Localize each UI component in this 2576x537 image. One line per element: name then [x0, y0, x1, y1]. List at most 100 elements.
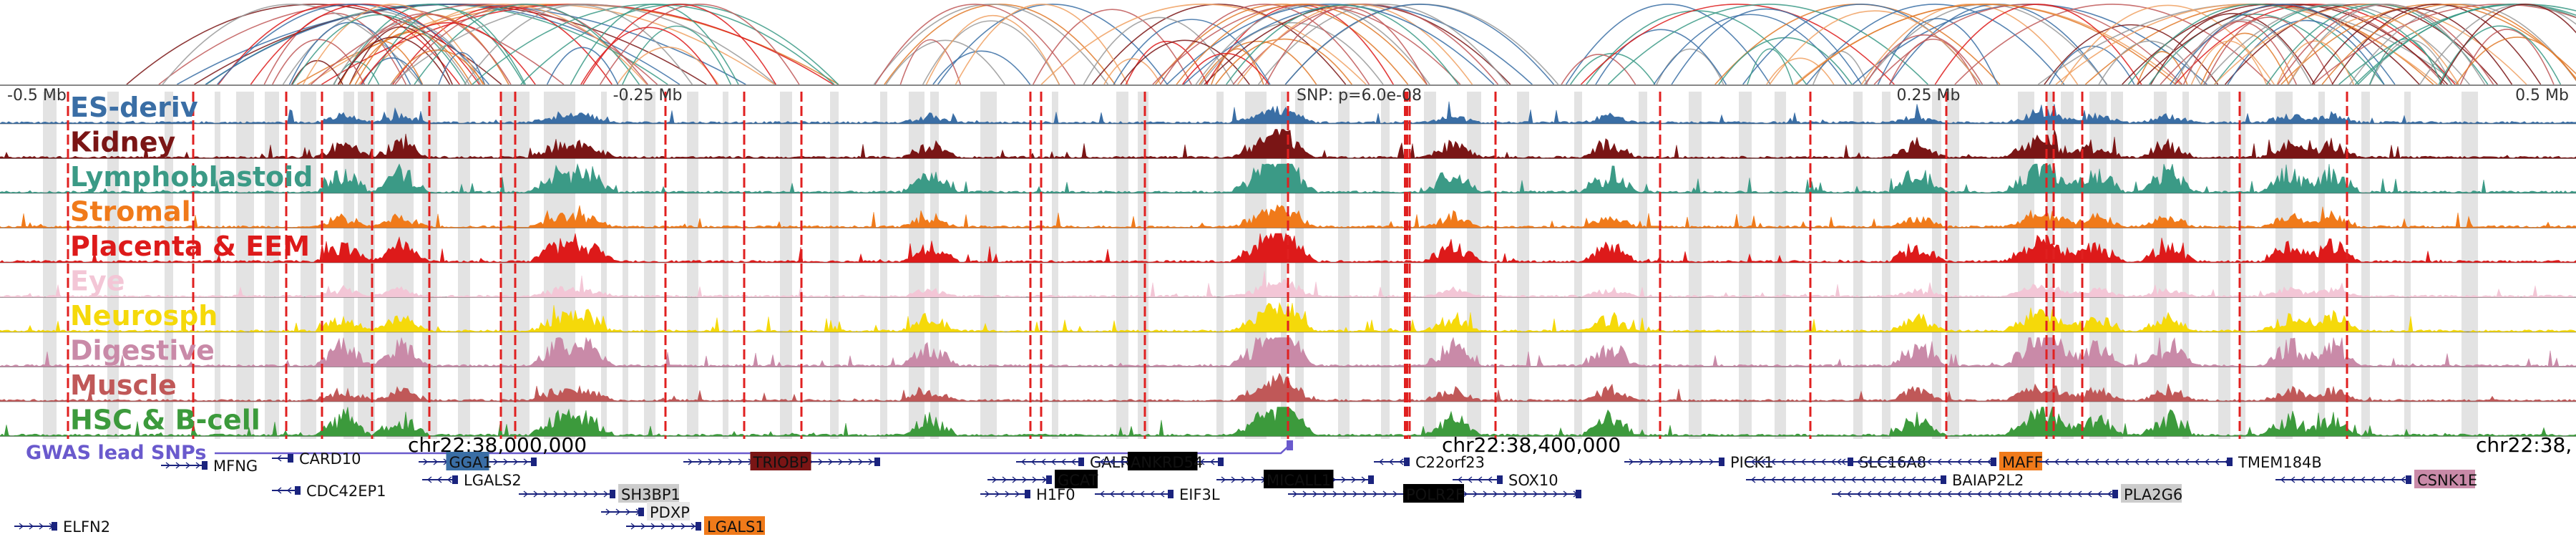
interaction-arc	[1033, 9, 1192, 85]
interaction-arc	[1083, 16, 1234, 85]
exon	[874, 458, 880, 466]
strand-arrow	[688, 458, 693, 465]
track-label: Neurosph	[70, 300, 218, 332]
strand-arrow	[185, 462, 191, 469]
gene-label: ELFN2	[63, 518, 110, 536]
strand-arrow	[1388, 458, 1394, 465]
gene-mfng: MFNG	[161, 458, 258, 475]
highlight-band	[2361, 92, 2370, 439]
strand-arrow	[2057, 490, 2062, 498]
interaction-arc	[1040, 4, 1367, 85]
strand-arrow	[603, 490, 609, 498]
highlight-band	[1052, 92, 1058, 439]
strand-arrow	[1109, 458, 1115, 465]
gene-tmem184b: TMEM184B	[2039, 454, 2322, 471]
strand-arrow	[2164, 458, 2170, 465]
strand-arrow	[2016, 490, 2022, 498]
strand-arrow	[2380, 476, 2386, 483]
track-label: Muscle	[70, 369, 177, 401]
strand-arrow	[1139, 490, 1145, 498]
strand-arrow	[563, 490, 569, 498]
gene-label: C22orf23	[1415, 454, 1485, 471]
strand-arrow	[1936, 458, 1942, 465]
strand-arrow	[1846, 490, 1852, 498]
interaction-arc	[1155, 4, 1409, 85]
gene-baiap2l2: BAIAP2L2	[1746, 472, 2024, 489]
strand-arrow	[436, 476, 442, 483]
interaction-arc	[1215, 38, 1352, 85]
gene-pdxp: PDXP	[601, 502, 690, 521]
strand-arrow	[2280, 476, 2285, 483]
strand-arrow	[1322, 490, 1328, 498]
strand-arrow	[2360, 476, 2366, 483]
interaction-arc	[1586, 10, 1807, 85]
highlight-band	[780, 92, 792, 439]
gene-label: H1F0	[1036, 486, 1075, 503]
strand-arrow	[2134, 458, 2140, 465]
interaction-arc	[348, 32, 472, 85]
strand-arrow	[1800, 458, 1806, 465]
highlight-band	[1775, 92, 1786, 439]
gene-label: SOX10	[1508, 472, 1558, 489]
snp-marker-lines	[67, 92, 2348, 439]
strand-arrow	[1880, 476, 1886, 483]
interaction-arc	[2127, 4, 2385, 85]
strand-arrow	[39, 523, 44, 530]
strand-arrow	[1342, 490, 1348, 498]
interaction-arc	[1176, 4, 1428, 85]
interaction-arc	[2214, 4, 2453, 85]
strand-arrow	[583, 490, 589, 498]
highlight-band	[1281, 92, 1287, 439]
interaction-arc	[302, 4, 484, 85]
strand-arrow	[2074, 458, 2079, 465]
strand-arrow	[1886, 490, 1892, 498]
strand-arrow	[2124, 458, 2129, 465]
strand-arrow	[1032, 476, 1038, 483]
interaction-arc	[1257, 4, 1508, 85]
highlight-band	[1739, 92, 1752, 439]
track-label: Eye	[70, 266, 125, 297]
strand-arrow	[2046, 490, 2052, 498]
strand-arrow	[1896, 458, 1902, 465]
strand-arrow	[615, 508, 621, 516]
strand-arrow	[1119, 490, 1125, 498]
chromosome-position-label: chr22:38,400,000	[1442, 433, 1621, 457]
interaction-arc	[2174, 19, 2312, 85]
interaction-arc	[272, 39, 366, 85]
exon	[1078, 458, 1084, 466]
strand-arrow	[523, 458, 529, 465]
strand-arrow	[2204, 458, 2210, 465]
highlight-band	[830, 92, 839, 439]
interaction-arc	[2331, 4, 2542, 85]
interaction-arc	[2148, 14, 2359, 85]
interaction-arc	[899, 39, 962, 85]
gene-highlight	[2414, 470, 2475, 488]
strand-arrow	[1012, 476, 1018, 483]
exon	[2112, 490, 2118, 498]
interaction-arc	[288, 21, 411, 85]
strand-arrow	[1005, 490, 1010, 498]
gene-highlight	[2121, 484, 2182, 503]
strand-arrow	[1926, 458, 1932, 465]
gwas-row: GWAS lead SNPs chr22:38,000,000 chr22:38,4…	[26, 433, 2572, 464]
interaction-arc	[1565, 4, 1771, 85]
strand-arrow	[2154, 458, 2160, 465]
strand-arrow	[1030, 458, 1036, 465]
strand-arrow	[2036, 490, 2042, 498]
highlight-band	[623, 92, 628, 439]
gwas-connector	[215, 442, 1292, 455]
interaction-arc	[216, 4, 490, 85]
strand-arrow	[1956, 490, 1962, 498]
gene-highlight	[1128, 452, 1198, 470]
strand-arrow	[1513, 490, 1518, 498]
gene-label: PDXP	[650, 504, 690, 521]
highlight-band	[2111, 92, 2123, 439]
strand-arrow	[1906, 458, 1912, 465]
strand-arrow	[2350, 476, 2356, 483]
strand-arrow	[1926, 490, 1932, 498]
highlight-band	[687, 92, 698, 439]
strand-arrow	[1199, 458, 1205, 465]
interaction-arc	[2313, 4, 2576, 85]
exon	[1168, 490, 1174, 498]
interaction-arc	[520, 4, 839, 85]
